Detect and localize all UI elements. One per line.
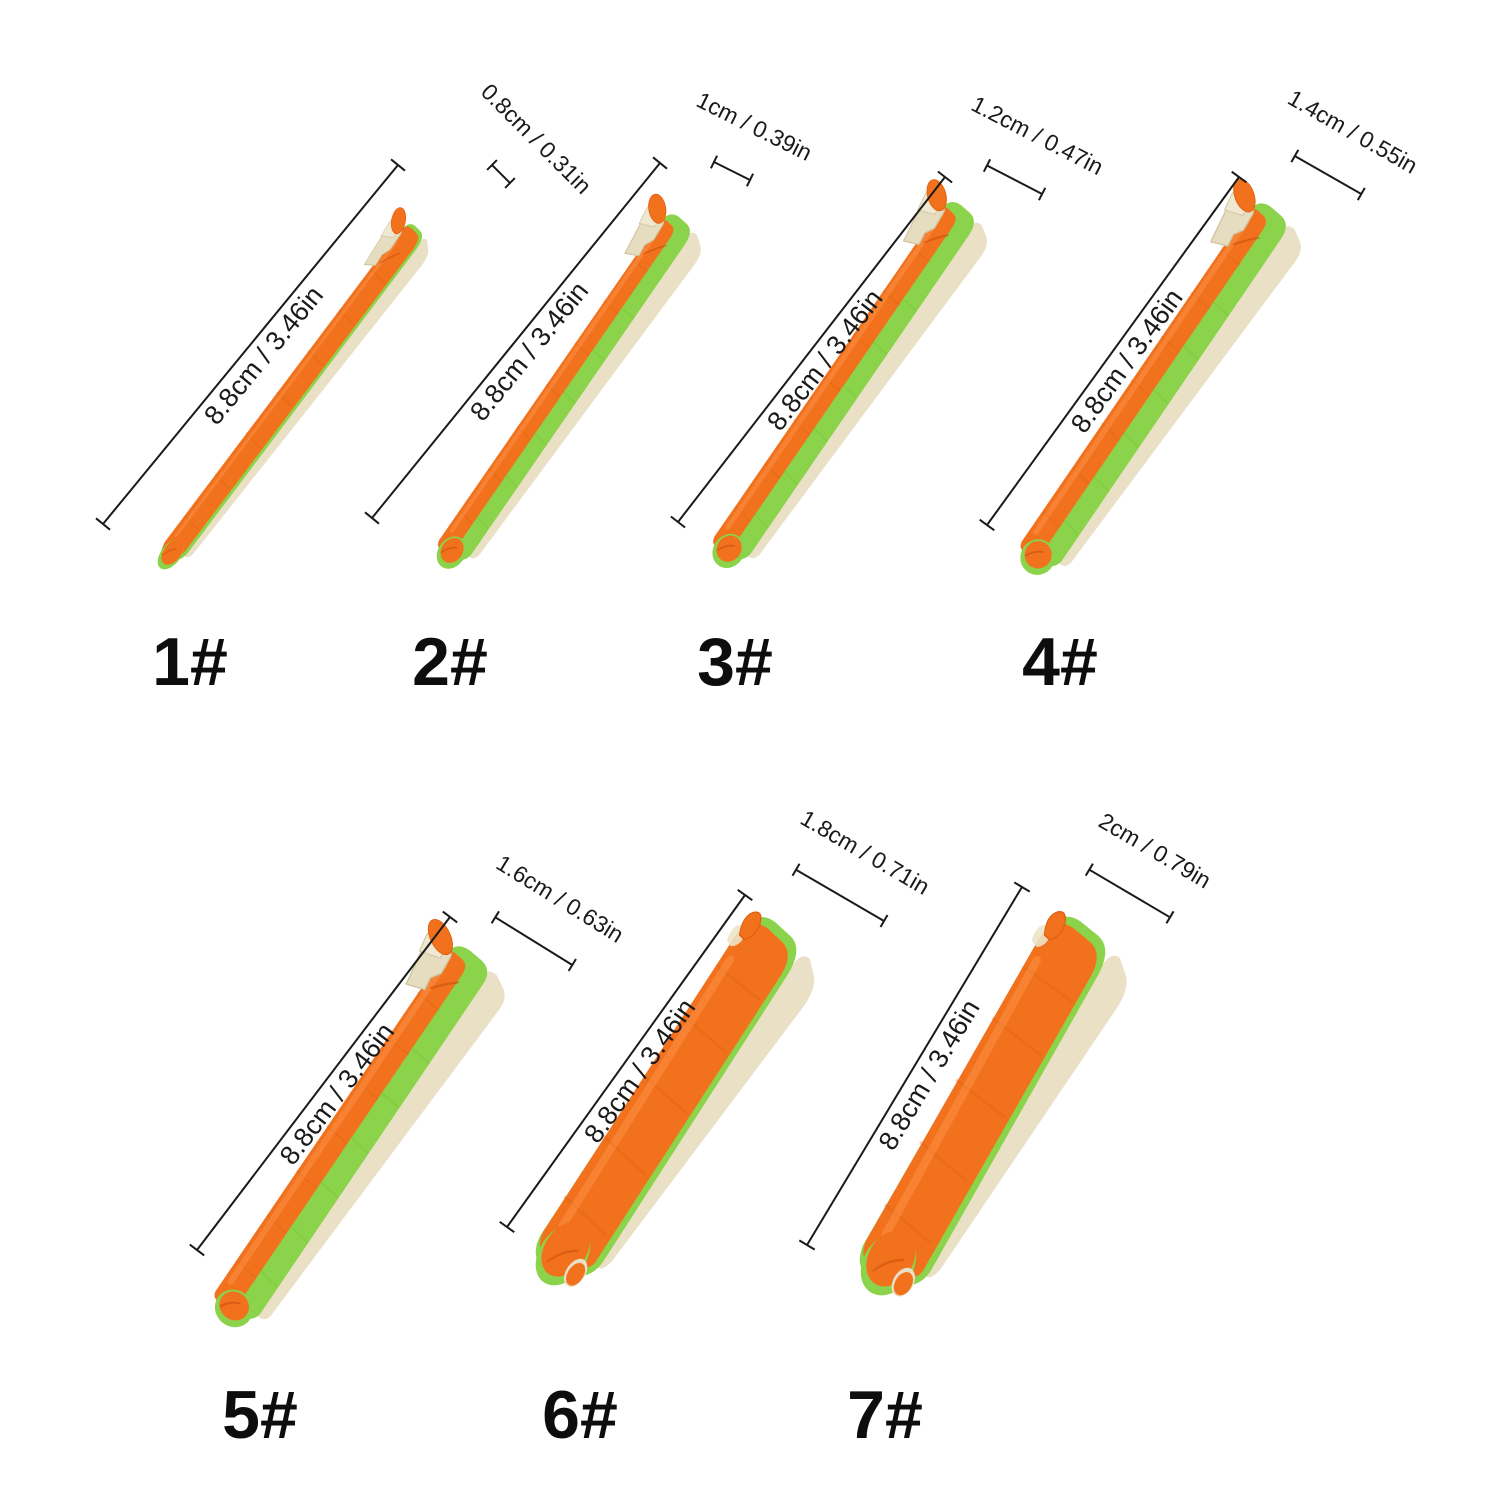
- svg-text:3#: 3#: [697, 624, 773, 700]
- svg-text:4#: 4#: [1022, 624, 1098, 700]
- svg-text:5#: 5#: [222, 1377, 298, 1453]
- svg-text:2#: 2#: [412, 624, 488, 700]
- svg-text:6#: 6#: [542, 1377, 618, 1453]
- svg-text:7#: 7#: [847, 1377, 923, 1453]
- svg-text:1#: 1#: [152, 624, 228, 700]
